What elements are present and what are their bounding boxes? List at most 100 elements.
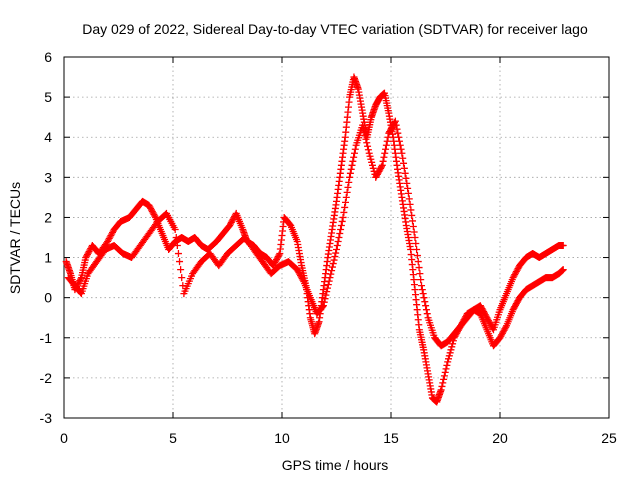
data-point: [345, 178, 353, 186]
data-point: [298, 275, 306, 283]
data-point: [418, 282, 426, 290]
data-point: [344, 183, 352, 191]
data-point: [501, 325, 509, 333]
data-point: [377, 163, 385, 171]
data-point: [399, 154, 407, 162]
data-point: [422, 302, 430, 310]
data-point: [171, 225, 179, 233]
data-point: [333, 246, 340, 254]
data-point: [438, 382, 446, 390]
data-point: [502, 323, 510, 331]
data-point: [366, 152, 374, 160]
data-point: [336, 229, 344, 237]
data-point: [147, 204, 155, 212]
x-axis-label: GPS time / hours: [282, 457, 389, 473]
data-point: [415, 264, 423, 272]
data-point: [400, 164, 408, 172]
data-point: [413, 252, 421, 260]
data-point: [297, 273, 305, 281]
data-point: [337, 221, 345, 229]
data-point: [437, 386, 445, 394]
data-point: [361, 132, 369, 140]
data-point: [414, 258, 422, 266]
data-point: [328, 267, 336, 275]
data-point: [397, 145, 405, 153]
data-point: [439, 379, 447, 387]
data-point: [341, 203, 349, 211]
data-point: [109, 228, 117, 236]
data-point: [369, 164, 377, 172]
data-point: [176, 258, 184, 266]
data-point: [395, 133, 403, 141]
data-point: [379, 157, 387, 165]
y-tick-label: -1: [40, 330, 53, 346]
data-point: [350, 149, 358, 157]
data-point: [323, 288, 331, 296]
data-point: [402, 174, 410, 182]
data-point: [514, 265, 522, 273]
y-tick-label: 2: [44, 209, 52, 225]
data-point: [151, 212, 159, 220]
data-point: [512, 300, 520, 308]
data-point: [335, 234, 343, 241]
data-point: [85, 248, 93, 256]
data-point: [378, 161, 386, 169]
data-point: [388, 123, 396, 131]
data-point: [360, 128, 368, 136]
data-point: [511, 303, 519, 311]
data-point: [412, 240, 420, 248]
y-tick-label: 5: [44, 89, 52, 105]
data-point: [172, 234, 180, 241]
data-point: [509, 306, 517, 314]
data-point: [386, 128, 394, 136]
data-point: [338, 217, 346, 225]
data-point: [440, 375, 448, 383]
data-point: [368, 161, 376, 169]
data-point: [512, 268, 520, 276]
data-point: [383, 137, 391, 145]
data-point: [226, 221, 234, 229]
data-point: [441, 368, 449, 376]
data-point: [75, 278, 83, 286]
y-tick-label: 4: [44, 129, 52, 145]
data-point: [324, 281, 332, 289]
data-point: [348, 161, 356, 169]
data-point: [105, 235, 113, 243]
data-point: [83, 252, 91, 260]
data-point: [391, 117, 399, 125]
data-point: [477, 303, 485, 311]
data-point: [410, 228, 418, 236]
data-point: [324, 284, 332, 292]
y-tick-label: -3: [40, 410, 53, 426]
data-point: [331, 253, 339, 261]
data-point: [417, 276, 425, 284]
data-point: [394, 129, 402, 137]
data-point: [363, 139, 371, 147]
data-point: [299, 276, 307, 284]
data-point: [77, 289, 85, 297]
data-point: [479, 306, 487, 314]
data-point: [446, 349, 454, 357]
data-point: [409, 217, 417, 225]
data-point: [359, 125, 367, 133]
y-tick-label: 1: [44, 250, 52, 266]
data-point: [104, 238, 112, 246]
data-point: [444, 358, 452, 366]
x-tick-label: 15: [383, 430, 399, 446]
data-point: [512, 269, 520, 277]
data-point: [380, 153, 388, 161]
data-point: [346, 173, 354, 181]
data-point: [382, 145, 390, 153]
data-point: [418, 286, 426, 294]
data-point: [228, 217, 236, 225]
data-point: [341, 198, 349, 206]
data-point: [295, 269, 303, 277]
data-point: [226, 220, 234, 228]
data-point: [286, 220, 294, 228]
data-point: [351, 145, 359, 153]
data-point: [416, 270, 424, 278]
y-tick-label: -2: [40, 370, 53, 386]
data-point: [408, 211, 416, 219]
data-point: [382, 141, 390, 149]
data-point: [395, 137, 403, 145]
